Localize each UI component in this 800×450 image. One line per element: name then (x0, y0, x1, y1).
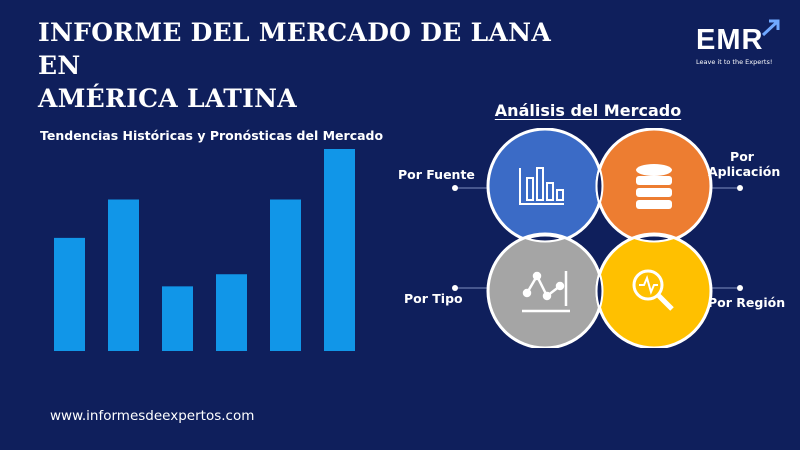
page-title: INFORME DEL MERCADO DE LANA EN AMÉRICA L… (38, 16, 598, 115)
center-gap (573, 218, 626, 259)
logo-tagline: Leave it to the Experts! (696, 58, 773, 66)
bar-chart (54, 149, 355, 351)
title-line-1: INFORME DEL MERCADO DE LANA EN (38, 18, 552, 80)
bar-3 (162, 286, 193, 351)
bar-1 (54, 237, 85, 351)
analysis-heading: Análisis del Mercado (494, 101, 682, 120)
label-por-region: Por Región (708, 295, 786, 310)
line-chart-icon (522, 271, 570, 313)
arrow-up-right-icon (761, 19, 780, 37)
database-icon (636, 164, 672, 209)
dot-region (737, 285, 743, 291)
lens-right (632, 234, 676, 243)
bar-5 (270, 199, 301, 351)
label-por-fuente: Por Fuente (398, 167, 475, 182)
segment-circle-region (595, 232, 713, 348)
bar-2 (108, 199, 139, 351)
title-line-2: AMÉRICA LATINA (38, 84, 297, 113)
magnifier-icon (632, 269, 674, 311)
label-por-aplicacion-line2: Aplicación (708, 164, 781, 179)
market-analysis-diagram (452, 128, 743, 348)
emr-logo: EMR Leave it to the Experts! (688, 18, 788, 70)
bar-6 (324, 149, 355, 351)
lens-left (523, 234, 567, 243)
logo-text: EMR (696, 24, 764, 56)
lens-top (595, 164, 604, 208)
dot-fuente (452, 185, 458, 191)
bar-4 (216, 274, 247, 351)
segment-circle-fuente (486, 128, 604, 245)
dot-tipo (452, 285, 458, 291)
chart-title: Tendencias Históricas y Pronósticas del … (40, 128, 384, 143)
bar-chart-icon (519, 167, 564, 205)
segment-circle-aplicacion (595, 128, 713, 245)
lens-bottom (595, 269, 604, 313)
label-por-aplicacion-line1: Por (730, 149, 754, 164)
dot-aplicacion (737, 185, 743, 191)
label-por-tipo: Por Tipo (404, 291, 463, 306)
footer-url: www.informesdeexpertos.com (50, 408, 255, 424)
label-por-aplicacion: Por Aplicación (708, 149, 781, 179)
